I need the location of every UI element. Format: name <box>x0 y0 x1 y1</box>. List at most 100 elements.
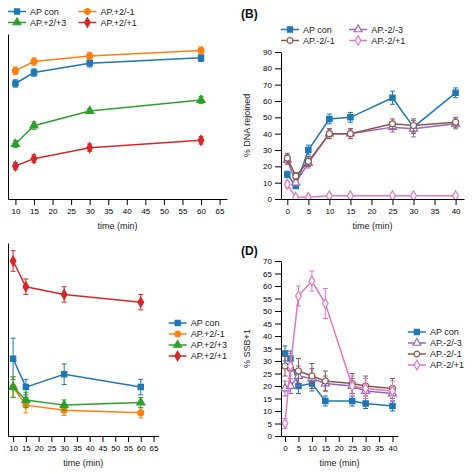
legend: AP conAP.+2/-1AP.+2/+3AP.+2/+1 <box>169 318 227 361</box>
y-tick: 30 <box>263 146 281 155</box>
legend-label: AP.-2/+1 <box>430 360 464 370</box>
series <box>283 119 459 186</box>
legend-item: AP.-2/-1 <box>281 36 335 46</box>
x-tick-label: 10 <box>308 444 317 453</box>
series-marker <box>10 356 15 361</box>
series-marker <box>348 115 353 120</box>
series-marker <box>9 382 17 389</box>
error-bar <box>31 58 36 65</box>
series-marker <box>283 155 291 162</box>
y-tick-label: 50 <box>263 307 272 316</box>
series-marker <box>390 403 395 408</box>
series-marker <box>293 173 299 179</box>
x-tick: 35 <box>73 436 82 453</box>
y-tick-label: 0 <box>268 432 273 441</box>
x-axis: 101520253035404550556065 <box>9 436 160 453</box>
legend-swatch-marker <box>413 339 421 346</box>
error-bar <box>453 88 458 98</box>
error-bar <box>350 376 355 396</box>
error-bar <box>62 287 67 302</box>
y-tick: 20 <box>263 382 281 391</box>
chart-svg: AP conAP.+2/-1AP.+2/+3AP.+2/+1 10 15 20 25 30… <box>0 0 474 474</box>
series-marker <box>293 192 299 199</box>
x-tick-label: 30 <box>60 444 69 453</box>
series-marker <box>309 276 315 286</box>
x-tick-label: 25 <box>348 444 357 453</box>
x-tick-mark <box>435 199 436 205</box>
panel-title: (D) <box>241 244 258 258</box>
x-tick: 40 <box>452 199 461 216</box>
series <box>282 271 395 429</box>
error-bar <box>306 145 311 155</box>
series-marker <box>31 154 37 164</box>
y-tick-label: 65 <box>263 270 272 279</box>
y-tick-mark <box>275 299 281 300</box>
error-bar <box>285 171 290 178</box>
x-tick: 0 <box>283 436 288 453</box>
x-tick-label: 25 <box>47 444 56 453</box>
x-tick: 35 <box>431 199 440 216</box>
error-bar <box>309 271 314 291</box>
legend-label: AP.+2/+3 <box>191 340 227 350</box>
legend-swatch-marker <box>175 320 180 325</box>
series-marker <box>363 384 369 394</box>
series <box>284 117 458 179</box>
y-tick-label: 0 <box>268 195 273 204</box>
series-marker <box>13 81 18 86</box>
x-tick-mark <box>26 436 27 442</box>
error-bar <box>283 356 288 376</box>
x-tick-mark <box>127 199 128 205</box>
x-tick-label: 20 <box>49 207 58 216</box>
y-tick-label: 20 <box>263 382 272 391</box>
y-tick-mark <box>275 183 281 184</box>
x-tick-label: 65 <box>216 207 225 216</box>
x-tick-mark <box>201 199 202 205</box>
x-tick-mark <box>339 436 340 442</box>
x-tick-label: 55 <box>179 207 188 216</box>
y-tick-mark <box>275 261 281 262</box>
series-marker <box>306 147 311 152</box>
y-tick-label: 10 <box>263 407 272 416</box>
legend-swatch-marker <box>85 18 90 27</box>
x-tick-mark <box>350 199 351 205</box>
error-bar <box>199 47 204 54</box>
series <box>9 377 145 410</box>
plot: 0510152025303540051015202530354045505560… <box>263 257 398 468</box>
legend-label: AP con <box>30 7 59 17</box>
y-tick: 10 <box>263 407 281 416</box>
series-marker <box>306 192 312 199</box>
error-bar <box>323 371 328 391</box>
x-tick-mark <box>102 436 103 442</box>
series <box>285 88 459 189</box>
y-tick-mark <box>275 436 281 437</box>
series-marker <box>198 55 203 60</box>
series-marker <box>452 119 460 126</box>
series-marker <box>282 351 287 356</box>
x-tick-mark <box>392 199 393 205</box>
y-tick-mark <box>275 399 281 400</box>
y-tick-mark <box>275 150 281 151</box>
legend-swatch-marker <box>14 9 19 14</box>
series <box>13 54 204 87</box>
x-tick: 20 <box>335 436 344 453</box>
x-tick: 25 <box>67 199 76 216</box>
x-tick-mark <box>287 199 288 205</box>
y-axis-title: % SSB+1 <box>242 329 252 368</box>
x-tick: 60 <box>137 436 146 453</box>
series-marker <box>282 419 288 429</box>
series-marker <box>453 119 459 125</box>
y-tick-mark <box>275 274 281 275</box>
error-bar <box>348 129 353 139</box>
error-bar <box>390 91 395 104</box>
x-tick-label: 50 <box>111 444 120 453</box>
y-axis <box>8 35 9 200</box>
x-tick: 15 <box>30 199 39 216</box>
chart-root: AP conAP.+2/-1AP.+2/+3AP.+2/+1 10 15 20 25 30… <box>0 0 474 474</box>
y-axis-line <box>8 244 9 437</box>
y-tick-label: 25 <box>263 370 272 379</box>
y-tick: 70 <box>263 81 281 90</box>
series-marker <box>30 121 38 128</box>
x-tick-label: 5 <box>297 444 302 453</box>
series-marker <box>286 381 294 388</box>
legend-swatch-marker <box>414 360 419 369</box>
